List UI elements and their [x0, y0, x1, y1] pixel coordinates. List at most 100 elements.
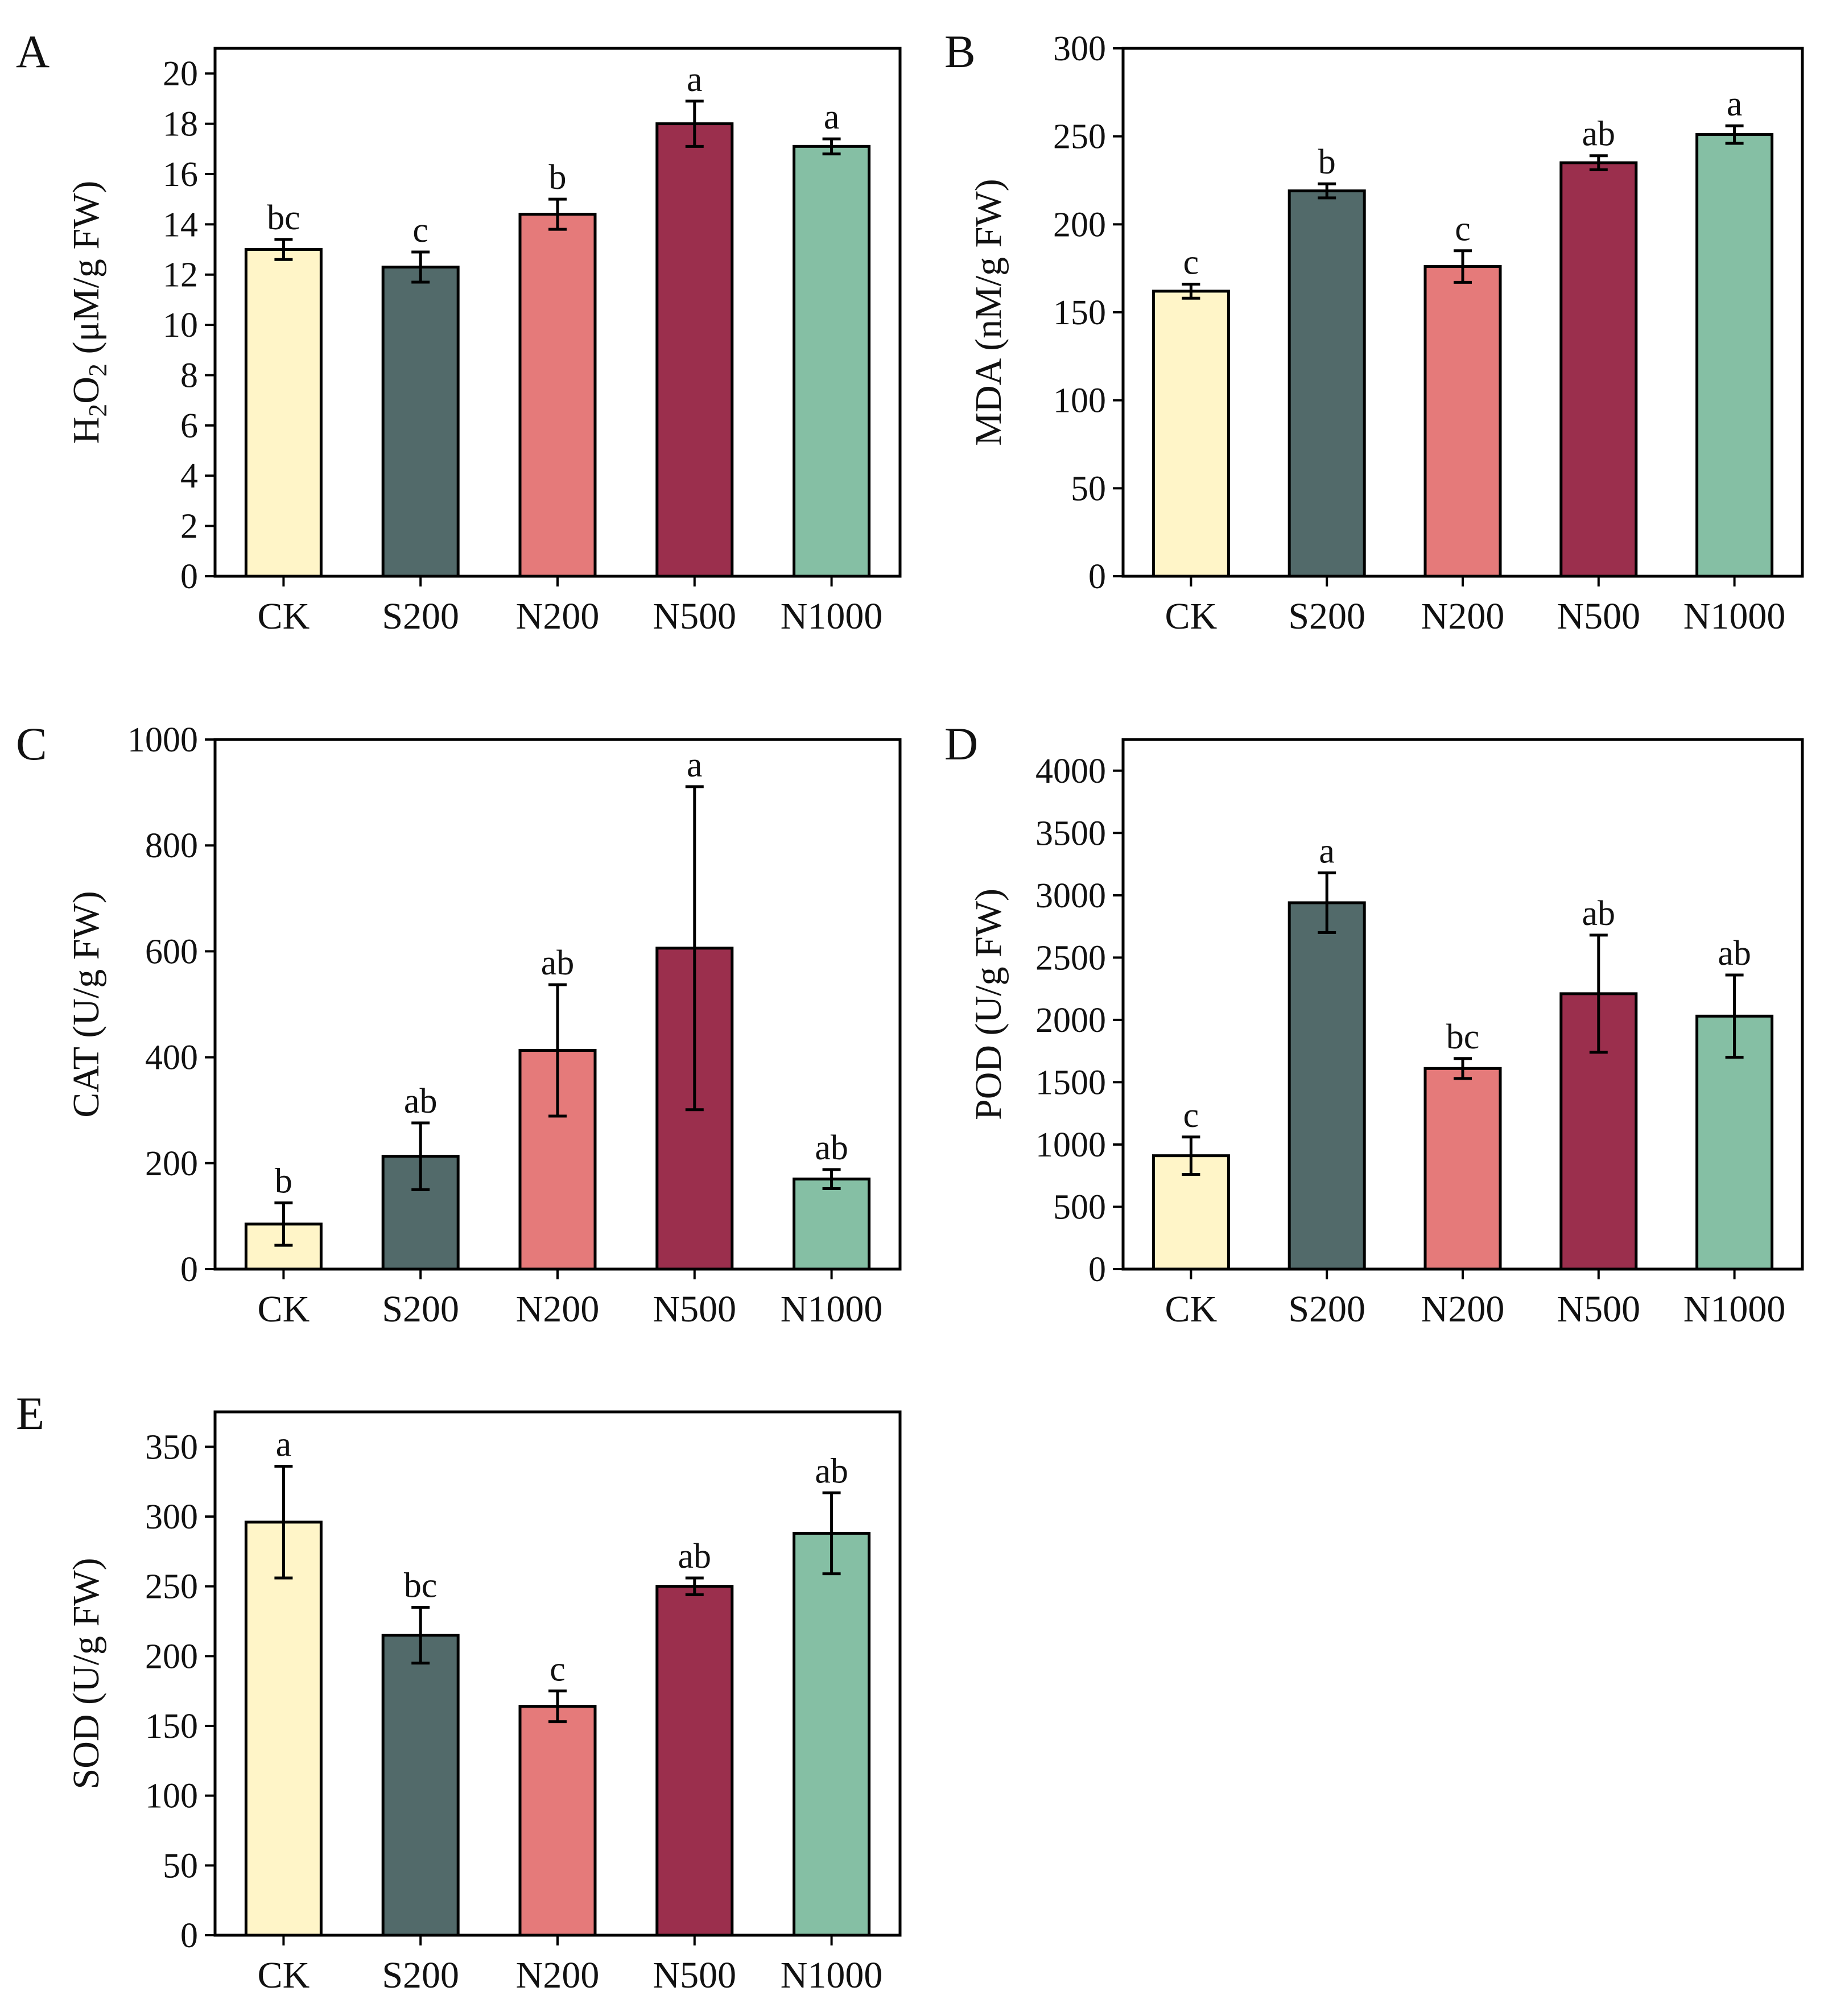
panel-letter-c: C [16, 718, 47, 770]
significance-label-a-ck: bc [267, 199, 300, 237]
y-tick-label-b-50: 50 [1071, 469, 1106, 508]
x-tick-label-d-s200: S200 [1288, 1288, 1365, 1330]
bar-a-ck [244, 248, 323, 578]
bar-b-ck [1152, 290, 1230, 578]
y-tick-label-e-150: 150 [145, 1707, 198, 1746]
y-tick-label-a-20: 20 [163, 55, 198, 93]
significance-label-a-n1000: a [824, 98, 840, 137]
significance-label-c-n200: ab [541, 944, 575, 982]
y-tick-label-b-150: 150 [1053, 294, 1106, 332]
y-tick-label-e-250: 250 [145, 1568, 198, 1606]
y-tick-label-e-0: 0 [180, 1916, 198, 1955]
error-bar-a-s200 [411, 250, 430, 284]
bar-b-s200 [1287, 189, 1366, 578]
bar-d-s200 [1287, 901, 1366, 1271]
y-tick-label-d-3000: 3000 [1035, 877, 1106, 915]
error-bar-d-ck [1182, 1135, 1200, 1176]
error-bar-a-n200 [548, 197, 567, 231]
bar-e-n500 [655, 1585, 734, 1937]
y-tick-label-c-0: 0 [180, 1250, 198, 1289]
axis-frame-e [213, 1410, 902, 1937]
x-tick-label-e-n500: N500 [653, 1955, 736, 1996]
bar-a-n200 [518, 213, 597, 578]
panel-letter-d: D [944, 718, 978, 770]
x-tick-label-c-ck: CK [258, 1288, 310, 1330]
y-tick-label-a-18: 18 [163, 105, 198, 144]
significance-label-c-s200: ab [404, 1082, 438, 1121]
y-tick-label-e-50: 50 [163, 1846, 198, 1885]
significance-label-d-n500: ab [1582, 894, 1616, 933]
y-axis-title-e: SOD (U/g FW) [65, 1558, 107, 1790]
x-tick-label-e-ck: CK [258, 1955, 310, 1996]
y-tick-label-d-1500: 1500 [1035, 1063, 1106, 1102]
y-tick-label-b-200: 200 [1053, 205, 1106, 244]
x-tick-label-c-n500: N500 [653, 1288, 736, 1330]
y-tick-label-c-1000: 1000 [127, 721, 198, 759]
error-bar-c-n500 [685, 785, 704, 1112]
y-tick-label-d-0: 0 [1088, 1250, 1106, 1289]
axis-frame-d [1121, 738, 1804, 1271]
y-axis-title-a: H2O2 (μM/g FW) [65, 181, 112, 444]
y-tick-label-c-600: 600 [145, 932, 198, 971]
y-tick-label-a-8: 8 [180, 356, 198, 395]
x-tick-label-e-s200: S200 [382, 1955, 459, 1996]
panel-c: Cb CK ab S200 ab N200 a N500 ab N1000 0 200 400 600 80… [16, 718, 902, 1330]
panel-letter-e: E [16, 1387, 44, 1439]
bar-e-n200 [518, 1705, 597, 1937]
x-tick-label-e-n200: N200 [516, 1955, 600, 1996]
significance-label-b-s200: b [1318, 143, 1336, 181]
bar-b-n1000 [1695, 133, 1774, 578]
error-bar-b-n1000 [1725, 124, 1744, 145]
bar-c-n1000 [793, 1178, 871, 1271]
error-bar-c-n1000 [822, 1168, 841, 1190]
y-axis-title-b: MDA (nM/g FW) [968, 179, 1009, 445]
significance-label-d-n1000: ab [1718, 934, 1751, 973]
y-tick-label-e-350: 350 [145, 1428, 198, 1466]
error-bar-e-ck [274, 1465, 293, 1580]
x-tick-label-b-s200: S200 [1288, 596, 1365, 637]
significance-label-e-n200: c [550, 1650, 566, 1689]
y-tick-label-d-1000: 1000 [1035, 1126, 1106, 1164]
y-axis-title-d: POD (U/g FW) [968, 889, 1009, 1120]
significance-label-d-ck: c [1183, 1096, 1199, 1135]
x-tick-label-d-n500: N500 [1557, 1288, 1640, 1330]
error-bar-a-n1000 [822, 137, 841, 156]
significance-label-c-n500: a [687, 746, 703, 784]
y-tick-label-a-10: 10 [163, 306, 198, 345]
x-tick-label-a-ck: CK [258, 596, 310, 637]
error-bar-d-n200 [1454, 1057, 1472, 1080]
significance-label-a-n200: b [549, 158, 567, 197]
significance-label-b-ck: c [1183, 243, 1199, 282]
significance-label-d-n200: bc [1446, 1018, 1480, 1056]
error-bar-e-n500 [685, 1576, 704, 1596]
y-tick-label-c-400: 400 [145, 1039, 198, 1077]
y-tick-label-b-0: 0 [1088, 557, 1106, 596]
y-tick-label-d-3500: 3500 [1035, 814, 1106, 853]
x-tick-label-c-s200: S200 [382, 1288, 459, 1330]
y-tick-label-b-100: 100 [1053, 382, 1106, 420]
significance-label-c-ck: b [275, 1162, 292, 1201]
bar-e-s200 [381, 1634, 460, 1937]
y-tick-label-a-16: 16 [163, 155, 198, 194]
y-tick-label-d-500: 500 [1053, 1188, 1106, 1226]
error-bar-c-ck [274, 1201, 293, 1247]
x-tick-label-d-ck: CK [1165, 1288, 1218, 1330]
y-tick-label-a-2: 2 [180, 507, 198, 546]
error-bar-e-n1000 [822, 1491, 841, 1576]
bar-a-n500 [655, 122, 734, 578]
error-bar-b-ck [1182, 283, 1200, 300]
bar-a-n1000 [793, 144, 871, 578]
significance-label-a-n500: a [687, 60, 703, 99]
significance-label-b-n200: c [1455, 210, 1471, 249]
significance-label-e-ck: a [276, 1426, 292, 1464]
panel-letter-b: B [944, 26, 976, 77]
axis-frame-b [1121, 47, 1804, 578]
error-bar-a-ck [274, 238, 293, 261]
bar-d-n200 [1423, 1067, 1502, 1271]
y-tick-label-b-250: 250 [1053, 118, 1106, 156]
bar-e-ck [244, 1521, 323, 1937]
significance-label-c-n1000: ab [815, 1129, 848, 1167]
panel-letter-a: A [16, 26, 49, 77]
bar-e-n1000 [793, 1531, 871, 1937]
